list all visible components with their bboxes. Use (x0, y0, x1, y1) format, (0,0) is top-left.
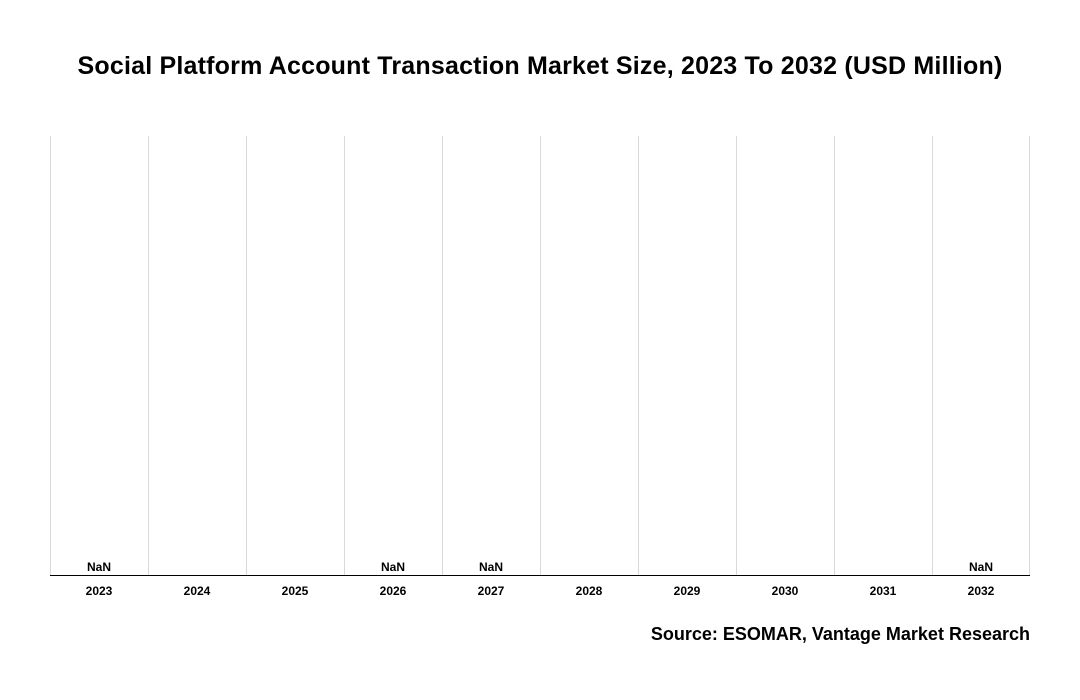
x-tick-label: 2032 (932, 584, 1030, 598)
source-attribution: Source: ESOMAR, Vantage Market Research (50, 624, 1030, 645)
x-tick-label: 2025 (246, 584, 344, 598)
bar-column (834, 136, 932, 576)
bar-columns: NaN NaN NaN (50, 136, 1030, 576)
bar-column (246, 136, 344, 576)
x-tick-label: 2024 (148, 584, 246, 598)
x-axis: 2023 2024 2025 2026 2027 2028 2029 2030 … (50, 584, 1030, 598)
value-label: NaN (932, 560, 1030, 574)
bar-column: NaN (344, 136, 442, 576)
chart-title: Social Platform Account Transaction Mark… (50, 52, 1030, 81)
x-tick-label: 2026 (344, 584, 442, 598)
bar-column: NaN (442, 136, 540, 576)
x-tick-label: 2023 (50, 584, 148, 598)
x-tick-label: 2030 (736, 584, 834, 598)
bar-column (638, 136, 736, 576)
plot-area: NaN NaN NaN (50, 136, 1030, 576)
bar-column: NaN (50, 136, 148, 576)
x-tick-label: 2031 (834, 584, 932, 598)
chart-container: Social Platform Account Transaction Mark… (0, 0, 1080, 700)
bar-column (736, 136, 834, 576)
value-label: NaN (442, 560, 540, 574)
x-tick-label: 2029 (638, 584, 736, 598)
value-label: NaN (50, 560, 148, 574)
value-label: NaN (344, 560, 442, 574)
bar-column (148, 136, 246, 576)
x-tick-label: 2027 (442, 584, 540, 598)
bar-column: NaN (932, 136, 1030, 576)
bar-column (540, 136, 638, 576)
x-tick-label: 2028 (540, 584, 638, 598)
